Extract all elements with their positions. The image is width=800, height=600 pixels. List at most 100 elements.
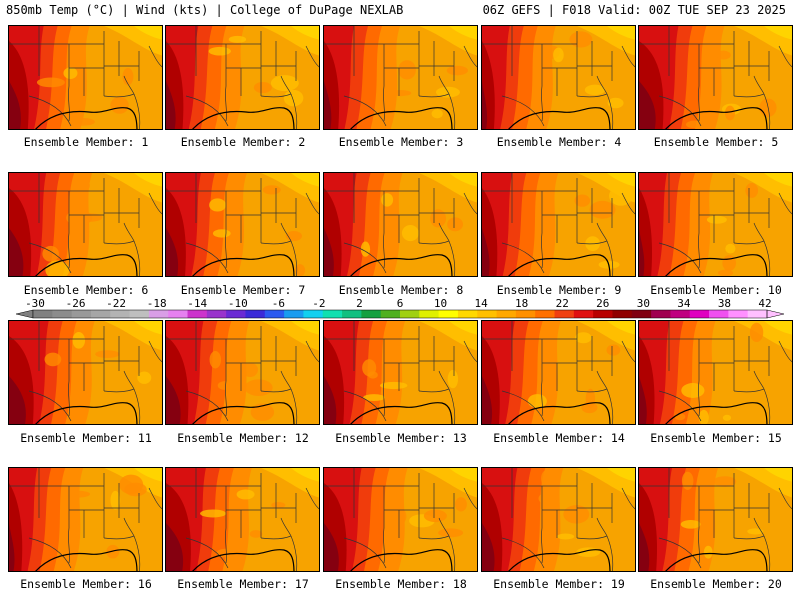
temperature-blotch (430, 209, 447, 228)
ensemble-member-caption: Ensemble Member: 10 (650, 283, 782, 297)
state-border-line (576, 535, 608, 540)
state-border-line (68, 380, 70, 417)
coastline (192, 254, 295, 276)
temperature-contour-region (482, 81, 488, 129)
model-run-info: 06Z GEFS | F018 Valid: 00Z TUE SEP 23 20… (482, 3, 786, 17)
state-border-line (658, 390, 702, 422)
temperature-blotch (200, 509, 227, 518)
state-border-line (463, 45, 477, 68)
temperature-blotch (271, 501, 286, 509)
state-border-line (185, 242, 229, 274)
temperature-contour-region (639, 523, 650, 571)
state-border-line (763, 93, 771, 129)
temperature-blotch (74, 395, 90, 411)
ensemble-member-map (638, 467, 793, 572)
state-border-line (778, 45, 792, 68)
scale-color-swatch (129, 310, 150, 318)
ensemble-member-caption: Ensemble Member: 13 (335, 431, 467, 445)
temperature-blotch (581, 402, 598, 414)
ensemble-member-caption: Ensemble Member: 20 (650, 577, 782, 591)
temperature-contour-region (291, 26, 319, 40)
scale-tick-label: 14 (474, 297, 488, 310)
scale-color-swatch (284, 310, 304, 318)
ensemble-member-map (481, 320, 636, 425)
scale-tick-label: -6 (271, 297, 285, 310)
ensemble-member-map (638, 25, 793, 130)
state-border-line (28, 390, 72, 422)
temperature-color-scale (15, 309, 785, 319)
temperature-contour-region (134, 468, 162, 482)
temperature-blotch (438, 528, 464, 538)
coastline (508, 107, 611, 129)
temperature-blotch (674, 413, 686, 421)
temperature-blotch (72, 179, 90, 192)
scale-color-swatch (593, 310, 613, 318)
temperature-contour-region (449, 468, 477, 482)
temperature-blotch (122, 68, 134, 86)
temperature-blotch (242, 362, 258, 378)
temperature-blotch (447, 369, 459, 389)
temperature-contour-region (324, 376, 337, 424)
temperature-blotch (538, 493, 551, 504)
scale-color-swatch (438, 310, 459, 318)
scale-color-swatch (612, 310, 633, 318)
scale-tick-label: -10 (227, 297, 248, 310)
ensemble-member-map (8, 320, 163, 425)
coastline (508, 254, 611, 276)
temperature-blotch (363, 394, 386, 402)
state-border-line (606, 535, 614, 571)
temperature-contour-region (639, 376, 647, 424)
temperature-map (324, 468, 477, 571)
coastline (350, 107, 453, 129)
state-border-line (280, 75, 292, 95)
temperature-blotch (716, 50, 731, 60)
temperature-contour-region (764, 173, 792, 187)
state-border-line (621, 192, 635, 215)
state-border-line (418, 240, 450, 245)
temperature-blotch (553, 47, 564, 63)
state-border-line (541, 232, 543, 269)
state-border-line (596, 370, 608, 390)
coastline (35, 254, 138, 276)
state-border-line (148, 340, 162, 363)
state-border-line (438, 75, 450, 95)
temperature-map (639, 321, 792, 424)
scale-color-swatch (535, 310, 556, 318)
coastline (665, 254, 768, 276)
state-border-line (123, 75, 135, 95)
temperature-blotch (44, 352, 62, 367)
temperature-blotch (106, 544, 120, 559)
temperature-blotch (745, 183, 759, 198)
scale-color-swatch (689, 310, 710, 318)
state-border-line (658, 95, 702, 127)
ensemble-member-map (638, 172, 793, 277)
scale-color-swatch (573, 310, 594, 318)
state-border-line (343, 95, 387, 127)
scale-color-swatch (747, 310, 768, 318)
state-border-line (438, 517, 450, 537)
state-border-line (133, 93, 141, 129)
scale-tick-label: 30 (636, 297, 650, 310)
temperature-blotch (713, 476, 737, 487)
scale-color-swatch (71, 310, 92, 318)
scale-outline (32, 309, 768, 319)
scale-color-swatch (419, 310, 440, 318)
state-border-line (260, 535, 292, 540)
temperature-contour-region (166, 523, 184, 571)
state-border-line (290, 240, 298, 276)
temperature-contour-region (324, 81, 332, 129)
state-border-line (148, 487, 162, 510)
temperature-map (9, 26, 162, 129)
state-border-line (698, 232, 700, 269)
scale-tick-label: 34 (677, 297, 691, 310)
scale-color-swatch (631, 310, 652, 318)
state-border-line (305, 45, 319, 68)
temperature-blotch (698, 409, 709, 424)
state-border-line (438, 370, 450, 390)
temperature-map (639, 468, 792, 571)
scale-color-swatch (477, 310, 498, 318)
temperature-blotch (249, 530, 263, 538)
scale-color-swatch (52, 310, 73, 318)
state-border-line (305, 487, 319, 510)
temperature-contour-region (639, 228, 645, 276)
